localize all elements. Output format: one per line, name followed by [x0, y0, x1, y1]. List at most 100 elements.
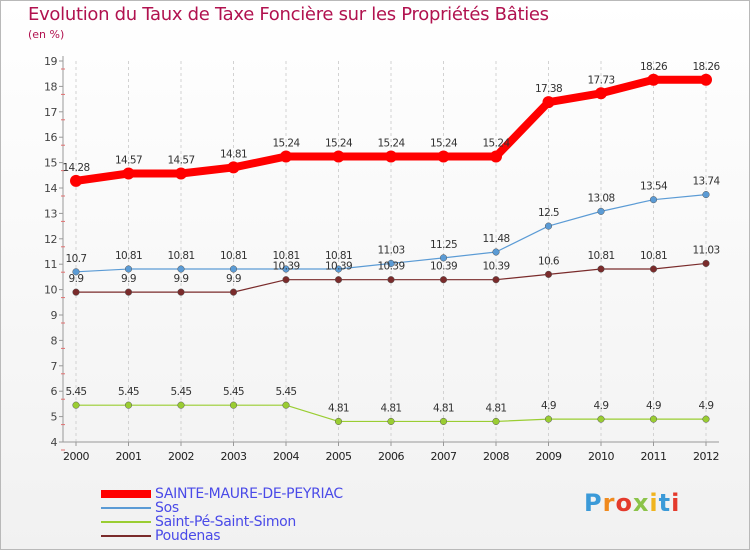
data-point: [385, 150, 397, 163]
data-label: 11.03: [692, 244, 719, 256]
data-point: [124, 401, 133, 409]
data-label: 14.28: [62, 162, 89, 174]
legend-swatch: [101, 490, 151, 498]
data-point: [227, 161, 240, 174]
data-label: 17.73: [587, 74, 614, 86]
data-point: [702, 415, 710, 423]
data-label: 4.9: [594, 400, 609, 412]
x-tick-label: 2004: [273, 450, 299, 463]
data-label: 10.39: [430, 261, 457, 273]
data-point: [280, 150, 292, 163]
data-label: 9.9: [121, 273, 136, 285]
chart-title: Evolution du Taux de Taxe Foncière sur l…: [28, 4, 549, 25]
data-point: [229, 401, 238, 409]
data-point: [332, 150, 345, 163]
proxiti-logo: Proxiti: [584, 489, 681, 517]
data-label: 12.5: [538, 207, 559, 219]
data-point: [544, 415, 553, 423]
legend-item: Saint-Pé-Saint-Simon: [101, 514, 343, 530]
data-label: 5.45: [223, 386, 244, 398]
data-point: [439, 254, 448, 262]
y-tick-label: 9: [51, 309, 58, 322]
data-point: [387, 259, 395, 267]
data-point: [492, 248, 500, 256]
data-point: [492, 276, 500, 284]
data-label: 10.81: [115, 250, 142, 262]
data-point: [702, 259, 710, 267]
chart-legend: SAINTE-MAURE-DE-PEYRIAC Sos Saint-Pé-Saint…: [101, 486, 343, 544]
data-point: [649, 415, 658, 423]
legend-label: Poudenas: [155, 528, 221, 544]
data-point: [597, 207, 605, 215]
x-tick-label: 2007: [431, 450, 457, 463]
data-point: [177, 401, 185, 409]
data-point: [70, 174, 82, 187]
data-label: 18.26: [692, 61, 720, 73]
legend-swatch: [101, 521, 151, 523]
data-label: 4.9: [541, 400, 556, 412]
data-label: 9.9: [69, 273, 84, 285]
data-label: 14.81: [220, 148, 247, 160]
data-label: 4.81: [328, 402, 349, 414]
data-point: [229, 288, 238, 296]
data-point: [597, 415, 605, 423]
data-label: 10.39: [272, 261, 299, 273]
data-point: [439, 276, 448, 284]
legend-label: SAINTE-MAURE-DE-PEYRIAC: [155, 486, 343, 502]
y-tick-label: 14: [44, 182, 57, 195]
data-point: [387, 417, 395, 425]
data-label: 17.38: [535, 83, 562, 95]
data-label: 10.39: [482, 261, 509, 273]
data-point: [72, 288, 80, 296]
data-label: 15.24: [325, 138, 353, 150]
x-tick-label: 2011: [641, 450, 667, 463]
data-point: [177, 288, 185, 296]
data-label: 10.81: [167, 250, 194, 262]
legend-label: Sos: [155, 500, 179, 516]
data-point: [437, 150, 450, 163]
data-point: [647, 73, 660, 86]
data-label: 11.03: [377, 244, 404, 256]
data-point: [177, 265, 185, 273]
legend-label: Saint-Pé-Saint-Simon: [155, 514, 297, 530]
data-point: [122, 167, 135, 180]
data-label: 13.74: [692, 176, 720, 188]
data-point: [334, 417, 343, 425]
data-label: 4.81: [486, 402, 507, 414]
data-point: [542, 96, 555, 109]
y-tick-label: 16: [44, 131, 57, 144]
data-label: 15.24: [430, 138, 458, 150]
y-tick-label: 4: [51, 436, 58, 449]
y-tick-label: 8: [51, 334, 58, 347]
data-point: [387, 276, 395, 284]
y-tick-label: 10: [44, 284, 57, 297]
y-tick-label: 13: [44, 207, 57, 220]
data-label: 10.81: [640, 250, 667, 262]
legend-swatch: [101, 507, 151, 509]
data-label: 4.81: [381, 402, 402, 414]
data-label: 14.57: [167, 155, 194, 167]
data-label: 13.08: [587, 192, 614, 204]
x-tick-label: 2002: [168, 450, 194, 463]
legend-item: SAINTE-MAURE-DE-PEYRIAC: [101, 486, 343, 502]
y-tick-label: 12: [44, 233, 57, 246]
data-label: 10.39: [325, 261, 352, 273]
data-label: 10.39: [377, 261, 404, 273]
data-label: 4.9: [646, 400, 661, 412]
data-point: [282, 401, 290, 409]
y-tick-label: 5: [51, 411, 58, 424]
y-tick-label: 7: [51, 360, 58, 373]
data-point: [595, 87, 607, 100]
data-label: 10.6: [538, 255, 560, 267]
x-tick-label: 2003: [221, 450, 247, 463]
y-tick-label: 15: [44, 157, 57, 170]
x-tick-label: 2009: [536, 450, 562, 463]
data-label: 10.7: [66, 253, 87, 265]
data-point: [334, 276, 343, 284]
data-point: [124, 288, 133, 296]
data-point: [72, 401, 80, 409]
data-point: [702, 191, 710, 199]
data-label: 15.24: [377, 138, 405, 150]
data-label: 10.81: [272, 250, 299, 262]
